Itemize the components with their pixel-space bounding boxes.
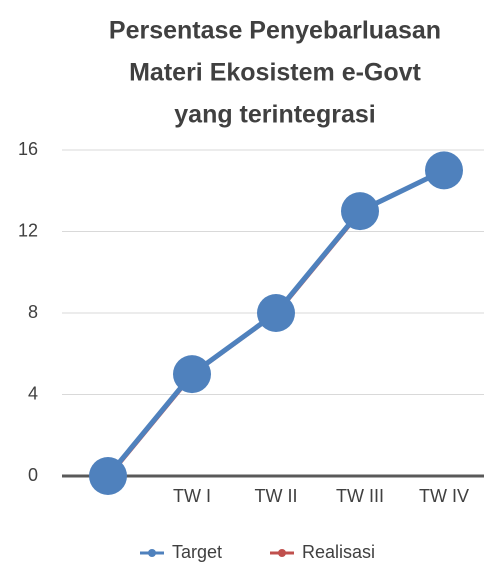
y-tick-label: 4 (28, 383, 38, 403)
marker (341, 192, 379, 231)
legend-marker (148, 549, 156, 557)
y-tick-label: 0 (28, 465, 38, 485)
y-tick-label: 8 (28, 302, 38, 322)
marker (257, 294, 295, 332)
legend-label: Target (172, 542, 222, 562)
chart-title: Persentase Penyebarluasan (109, 17, 441, 45)
x-tick-label: TW IV (419, 486, 469, 506)
x-tick-label: TW III (336, 486, 384, 506)
x-tick-label: TW I (173, 486, 211, 506)
marker (89, 457, 127, 495)
marker (425, 151, 463, 190)
legend-marker (278, 549, 286, 557)
marker (173, 355, 211, 394)
legend-label: Realisasi (302, 542, 375, 562)
chart-title: Materi Ekosistem e-Govt (129, 59, 421, 87)
chart-title: yang terintegrasi (174, 101, 375, 129)
y-tick-label: 16 (18, 139, 38, 159)
y-tick-label: 12 (18, 220, 38, 240)
x-tick-label: TW II (255, 486, 298, 506)
